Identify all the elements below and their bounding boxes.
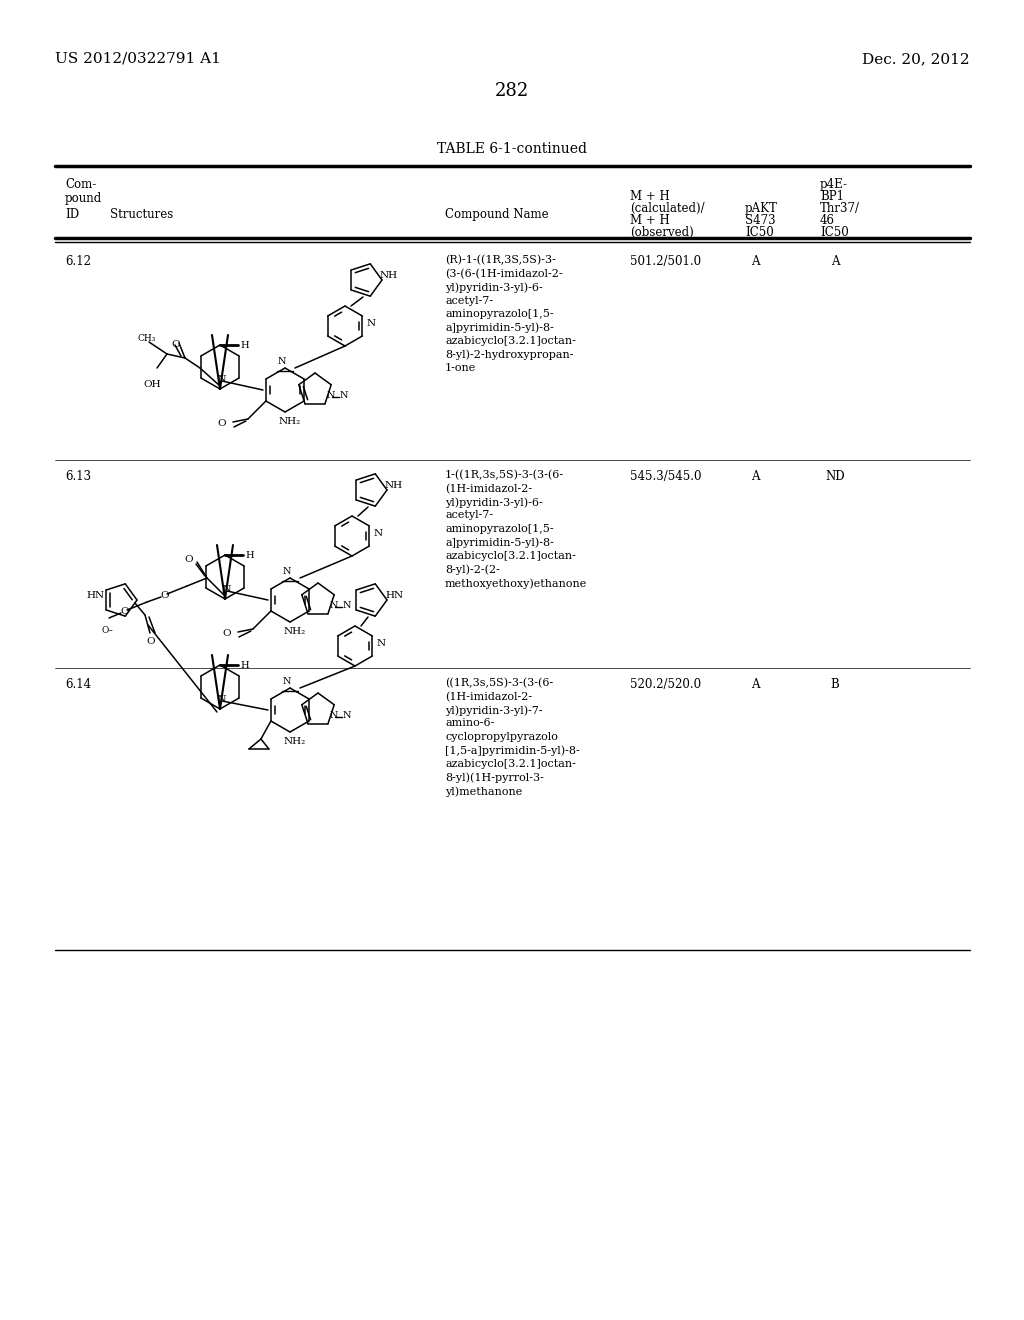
Text: OH: OH	[143, 380, 161, 389]
Text: methoxyethoxy)ethanone: methoxyethoxy)ethanone	[445, 578, 587, 589]
Text: amino-6-: amino-6-	[445, 718, 495, 729]
Text: O: O	[121, 607, 129, 616]
Text: [1,5-a]pyrimidin-5-yl)-8-: [1,5-a]pyrimidin-5-yl)-8-	[445, 746, 580, 756]
Text: (calculated)/: (calculated)/	[630, 202, 705, 215]
Text: H: H	[240, 660, 249, 669]
Text: 282: 282	[495, 82, 529, 100]
Text: A: A	[751, 470, 759, 483]
Text: M + H: M + H	[630, 214, 670, 227]
Text: N: N	[367, 319, 376, 329]
Text: N: N	[283, 568, 291, 576]
Text: ID: ID	[65, 209, 79, 220]
Text: S473: S473	[745, 214, 775, 227]
Text: Thr37/: Thr37/	[820, 202, 860, 215]
Text: 46: 46	[820, 214, 835, 227]
Text: a]pyrimidin-5-yl)-8-: a]pyrimidin-5-yl)-8-	[445, 537, 554, 548]
Text: IC50: IC50	[745, 226, 774, 239]
Text: Dec. 20, 2012: Dec. 20, 2012	[862, 51, 970, 66]
Text: N: N	[283, 677, 291, 686]
Text: 8-yl)-2-(2-: 8-yl)-2-(2-	[445, 565, 500, 576]
Text: BP1: BP1	[820, 190, 844, 203]
Text: N: N	[223, 585, 231, 594]
Text: HN: HN	[87, 591, 105, 601]
Text: US 2012/0322791 A1: US 2012/0322791 A1	[55, 51, 221, 66]
Text: N: N	[218, 375, 226, 384]
Text: A: A	[751, 255, 759, 268]
Text: aminopyrazolo[1,5-: aminopyrazolo[1,5-	[445, 524, 554, 535]
Text: N: N	[340, 391, 348, 400]
Text: 1-((1R,3s,5S)-3-(3-(6-: 1-((1R,3s,5S)-3-(3-(6-	[445, 470, 564, 480]
Text: azabicyclo[3.2.1]octan-: azabicyclo[3.2.1]octan-	[445, 550, 575, 561]
Text: CH₃: CH₃	[138, 334, 157, 343]
Text: N: N	[218, 694, 226, 704]
Text: azabicyclo[3.2.1]octan-: azabicyclo[3.2.1]octan-	[445, 337, 575, 346]
Text: H: H	[245, 550, 254, 560]
Text: O: O	[172, 341, 180, 348]
Text: 6.13: 6.13	[65, 470, 91, 483]
Text: yl)methanone: yl)methanone	[445, 785, 522, 796]
Text: O: O	[146, 638, 156, 645]
Text: yl)pyridin-3-yl)-6-: yl)pyridin-3-yl)-6-	[445, 498, 543, 508]
Text: 545.3/545.0: 545.3/545.0	[630, 470, 701, 483]
Text: 8-yl)-2-hydroxypropan-: 8-yl)-2-hydroxypropan-	[445, 350, 573, 360]
Text: NH: NH	[380, 272, 398, 281]
Text: NH₂: NH₂	[284, 737, 306, 746]
Text: O: O	[161, 591, 169, 601]
Text: 6.14: 6.14	[65, 678, 91, 690]
Text: Compound Name: Compound Name	[445, 209, 549, 220]
Text: HN: HN	[385, 591, 403, 601]
Text: pAKT: pAKT	[745, 202, 778, 215]
Text: pound: pound	[65, 191, 102, 205]
Text: IC50: IC50	[820, 226, 849, 239]
Text: H: H	[240, 341, 249, 350]
Text: aminopyrazolo[1,5-: aminopyrazolo[1,5-	[445, 309, 554, 319]
Text: B: B	[830, 678, 840, 690]
Text: a]pyrimidin-5-yl)-8-: a]pyrimidin-5-yl)-8-	[445, 322, 554, 333]
Text: 520.2/520.0: 520.2/520.0	[630, 678, 701, 690]
Text: acetyl-7-: acetyl-7-	[445, 511, 494, 520]
Text: (observed): (observed)	[630, 226, 693, 239]
Text: N: N	[374, 529, 383, 539]
Text: M + H: M + H	[630, 190, 670, 203]
Text: 8-yl)(1H-pyrrol-3-: 8-yl)(1H-pyrrol-3-	[445, 772, 544, 783]
Text: yl)pyridin-3-yl)-7-: yl)pyridin-3-yl)-7-	[445, 705, 543, 715]
Text: N: N	[343, 710, 351, 719]
Text: ND: ND	[825, 470, 845, 483]
Text: A: A	[751, 678, 759, 690]
Text: O–: O–	[101, 626, 113, 635]
Text: N: N	[343, 601, 351, 610]
Text: cyclopropylpyrazolo: cyclopropylpyrazolo	[445, 733, 558, 742]
Text: (R)-1-((1R,3S,5S)-3-: (R)-1-((1R,3S,5S)-3-	[445, 255, 556, 265]
Text: O: O	[222, 630, 231, 639]
Text: N: N	[330, 710, 339, 719]
Text: (1H-imidazol-2-: (1H-imidazol-2-	[445, 692, 532, 702]
Text: acetyl-7-: acetyl-7-	[445, 296, 494, 305]
Text: N: N	[327, 391, 336, 400]
Text: 501.2/501.0: 501.2/501.0	[630, 255, 701, 268]
Text: Com-: Com-	[65, 178, 96, 191]
Text: (1H-imidazol-2-: (1H-imidazol-2-	[445, 483, 532, 494]
Text: NH₂: NH₂	[284, 627, 306, 636]
Text: NH: NH	[385, 482, 403, 491]
Text: (3-(6-(1H-imidazol-2-: (3-(6-(1H-imidazol-2-	[445, 268, 562, 279]
Text: 1-one: 1-one	[445, 363, 476, 374]
Text: N: N	[377, 639, 386, 648]
Text: N: N	[330, 601, 339, 610]
Text: N: N	[278, 356, 287, 366]
Text: yl)pyridin-3-yl)-6-: yl)pyridin-3-yl)-6-	[445, 282, 543, 293]
Text: O: O	[217, 420, 226, 429]
Text: 6.12: 6.12	[65, 255, 91, 268]
Text: azabicyclo[3.2.1]octan-: azabicyclo[3.2.1]octan-	[445, 759, 575, 770]
Text: TABLE 6-1-continued: TABLE 6-1-continued	[437, 143, 587, 156]
Text: NH₂: NH₂	[279, 417, 301, 426]
Text: p4E-: p4E-	[820, 178, 848, 191]
Text: Structures: Structures	[110, 209, 173, 220]
Text: O: O	[184, 554, 194, 564]
Text: ((1R,3s,5S)-3-(3-(6-: ((1R,3s,5S)-3-(3-(6-	[445, 678, 553, 688]
Text: A: A	[830, 255, 840, 268]
